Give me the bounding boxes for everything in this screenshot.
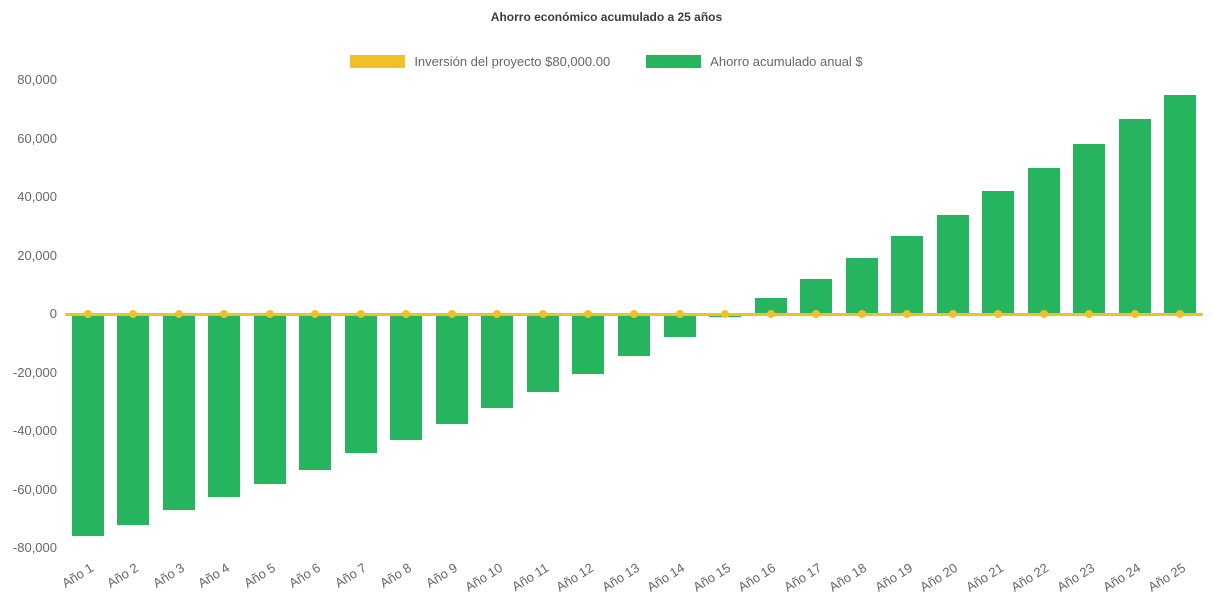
bar-año-2 bbox=[117, 314, 150, 525]
bar-año-18 bbox=[845, 258, 878, 314]
bar-año-22 bbox=[1027, 167, 1060, 314]
y-tick-label: 80,000 bbox=[17, 72, 57, 87]
investment-point bbox=[1176, 310, 1185, 318]
bar-año-8 bbox=[390, 314, 423, 440]
legend-swatch-ahorro-icon bbox=[646, 55, 702, 68]
legend-swatch-inversion-icon bbox=[350, 55, 406, 68]
x-axis-label: Año 24 bbox=[1099, 560, 1143, 595]
bar-año-7 bbox=[344, 314, 377, 453]
bar-año-25 bbox=[1164, 94, 1197, 314]
bar-año-19 bbox=[891, 236, 924, 314]
x-axis-label: Año 14 bbox=[644, 560, 688, 595]
x-axis-label: Año 8 bbox=[377, 560, 415, 591]
bar-año-17 bbox=[800, 278, 833, 314]
y-axis: 80,000 60,000 40,000 20,000 0 -20,000 -40,000 -… bbox=[0, 72, 57, 555]
investment-point bbox=[538, 310, 547, 318]
chart-legend: Inversión del proyecto $80,000.00 Ahorro… bbox=[0, 54, 1213, 69]
investment-point bbox=[356, 310, 365, 318]
x-axis-label: Año 15 bbox=[690, 560, 733, 595]
investment-point bbox=[1085, 310, 1094, 318]
investment-point bbox=[1039, 310, 1048, 318]
y-tick-label: -20,000 bbox=[12, 364, 57, 380]
bar-año-6 bbox=[299, 314, 332, 471]
bar-año-14 bbox=[663, 314, 696, 338]
legend-item-inversion[interactable]: Inversión del proyecto $80,000.00 bbox=[350, 54, 610, 69]
investment-point bbox=[675, 310, 684, 318]
investment-point bbox=[630, 310, 638, 318]
investment-point bbox=[493, 310, 502, 318]
bar-año-11 bbox=[526, 314, 559, 392]
x-axis-label: Año 10 bbox=[462, 560, 506, 595]
x-axis-label: Año 4 bbox=[195, 560, 233, 591]
x-axis-label: Año 5 bbox=[241, 560, 278, 591]
x-axis-label: Año 7 bbox=[332, 560, 369, 591]
investment-point bbox=[903, 310, 912, 318]
bar-año-9 bbox=[435, 314, 468, 424]
bar-año-23 bbox=[1073, 144, 1106, 314]
bar-año-20 bbox=[936, 214, 969, 314]
x-axis-label: Año 16 bbox=[735, 560, 779, 595]
investment-point bbox=[994, 310, 1003, 318]
investment-point bbox=[311, 310, 320, 318]
bar-año-5 bbox=[253, 314, 286, 484]
x-axis-label: Año 20 bbox=[917, 560, 961, 595]
y-tick-label: 60,000 bbox=[17, 130, 57, 146]
x-axis-label: Año 2 bbox=[104, 560, 142, 591]
bar-año-24 bbox=[1118, 119, 1151, 314]
bar-año-4 bbox=[208, 314, 241, 497]
investment-point bbox=[1130, 310, 1139, 318]
bar-año-12 bbox=[572, 314, 605, 374]
investment-point bbox=[584, 310, 593, 318]
investment-point bbox=[766, 310, 775, 318]
bar-año-1 bbox=[71, 314, 104, 537]
bar-año-3 bbox=[162, 314, 195, 510]
investment-point bbox=[447, 310, 456, 318]
bar-año-13 bbox=[618, 314, 650, 357]
bar-año-21 bbox=[982, 191, 1015, 314]
investment-point bbox=[220, 310, 229, 318]
x-axis-label: Año 6 bbox=[286, 560, 324, 591]
legend-label-inversion: Inversión del proyecto $80,000.00 bbox=[414, 54, 611, 69]
y-tick-label: -80,000 bbox=[12, 540, 57, 555]
y-tick-label: 0 bbox=[49, 306, 57, 321]
x-axis-label: Año 21 bbox=[963, 560, 1007, 595]
x-axis-label: Año 23 bbox=[1054, 560, 1098, 595]
investment-point bbox=[265, 310, 274, 318]
x-axis-label: Año 19 bbox=[872, 560, 916, 595]
x-axis-label: Año 11 bbox=[508, 560, 551, 595]
x-axis: Año 1 Año 2 Año 3 Año 4 Año 5 Año 6 Año 7 Año 8… bbox=[59, 552, 1203, 604]
legend-label-ahorro: Ahorro acumulado anual $ bbox=[710, 54, 863, 69]
investment-point bbox=[174, 310, 183, 318]
x-axis-label: Año 18 bbox=[826, 560, 870, 595]
investment-point bbox=[721, 310, 730, 318]
x-axis-label: Año 25 bbox=[1145, 560, 1189, 595]
investment-point bbox=[83, 310, 92, 318]
plot-area bbox=[65, 80, 1203, 548]
x-axis-label: Año 13 bbox=[599, 560, 642, 595]
bar-año-16 bbox=[754, 297, 787, 314]
bar-año-10 bbox=[481, 314, 514, 408]
x-axis-label: Año 17 bbox=[781, 560, 825, 595]
chart-title: Ahorro económico acumulado a 25 años bbox=[490, 10, 723, 24]
y-tick-label: -60,000 bbox=[12, 481, 57, 497]
x-axis-label: Año 12 bbox=[553, 560, 597, 595]
y-tick-label: 20,000 bbox=[17, 247, 57, 263]
investment-point bbox=[812, 310, 821, 318]
x-axis-label: Año 3 bbox=[149, 560, 187, 591]
investment-point bbox=[402, 310, 411, 318]
investment-point bbox=[129, 310, 138, 318]
y-tick-label: 40,000 bbox=[17, 189, 57, 204]
x-axis-label: Año 22 bbox=[1008, 560, 1052, 595]
x-axis-label: Año 1 bbox=[58, 560, 96, 591]
legend-item-ahorro[interactable]: Ahorro acumulado anual $ bbox=[646, 54, 863, 69]
x-axis-label: Año 9 bbox=[423, 560, 460, 591]
investment-point bbox=[948, 310, 957, 318]
y-tick-label: -40,000 bbox=[12, 423, 57, 438]
investment-point bbox=[857, 310, 866, 318]
